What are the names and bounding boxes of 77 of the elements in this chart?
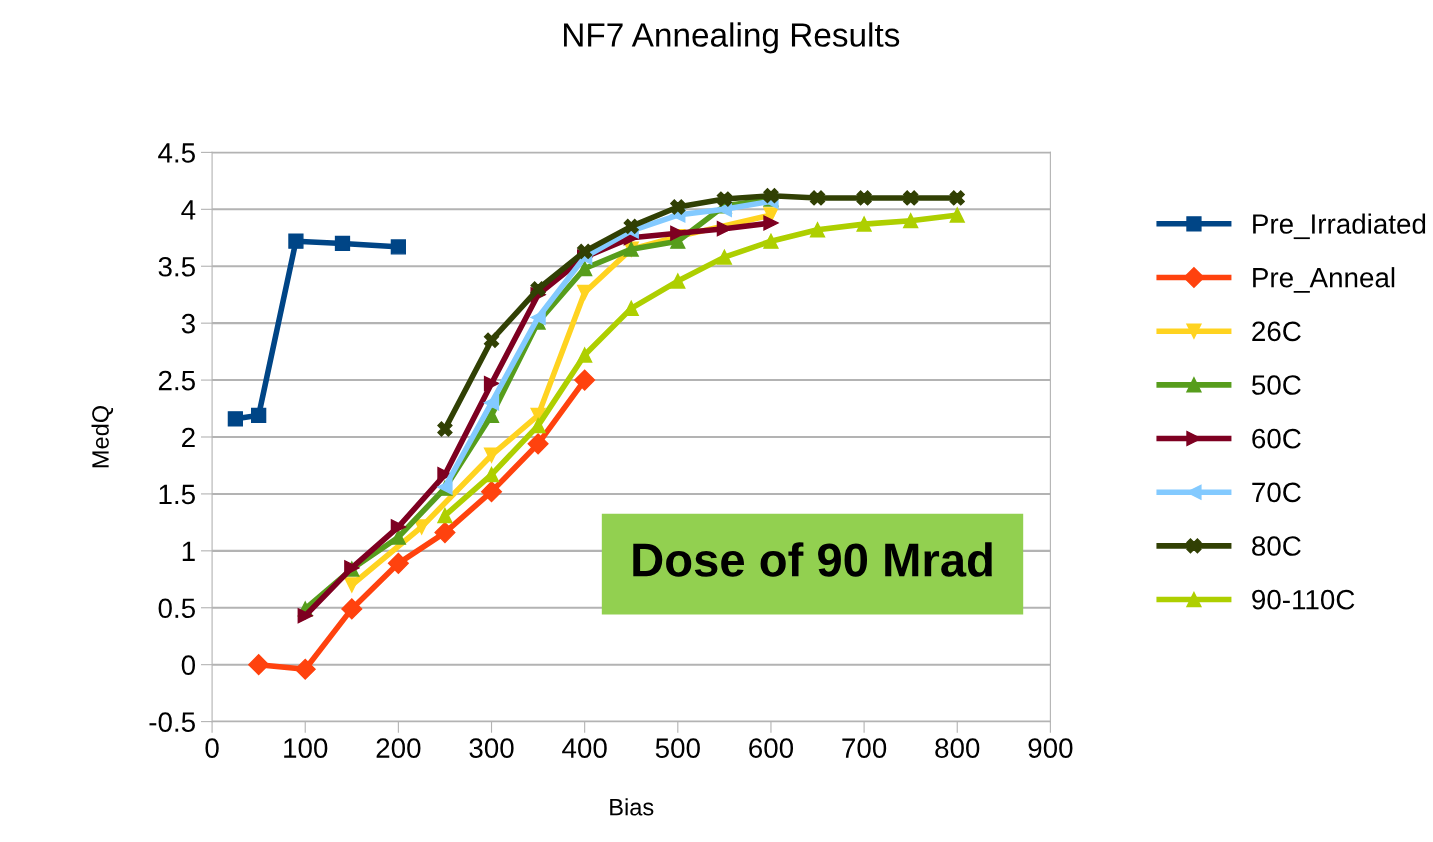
- y-tick-label: 4.5: [158, 143, 195, 163]
- point: [437, 421, 453, 437]
- point: [670, 273, 686, 289]
- point: [949, 207, 965, 223]
- point: [297, 608, 313, 624]
- point: [248, 654, 270, 676]
- legend-label: Pre_Anneal: [1253, 267, 1395, 293]
- legend-label: 60C: [1252, 428, 1301, 449]
- point: [483, 332, 500, 348]
- y-tick-label: 2.5: [158, 370, 195, 391]
- point: [623, 218, 639, 235]
- point: [390, 519, 407, 535]
- y-axis-title: MedQ: [91, 405, 114, 468]
- point: [903, 213, 919, 229]
- point: [716, 249, 733, 265]
- x-tick-label: 800: [935, 738, 980, 758]
- chart-title: NF7 Annealing Results: [564, 22, 900, 54]
- legend-label: Pre_Irradiated: [1253, 213, 1426, 240]
- point: [334, 235, 351, 252]
- point: [483, 395, 500, 411]
- point: [530, 417, 546, 434]
- point: [903, 190, 919, 206]
- point: [481, 481, 503, 503]
- point: [288, 233, 304, 249]
- x-tick-label: 100: [284, 738, 328, 758]
- y-tick-label: 0.5: [158, 598, 195, 619]
- point: [527, 433, 549, 455]
- point: [387, 552, 409, 574]
- y-tick-label: 0: [181, 655, 196, 676]
- x-tick-label: 0: [205, 738, 219, 758]
- point: [390, 239, 407, 255]
- point: [390, 529, 407, 545]
- point: [227, 411, 244, 427]
- legend-label: 90-110C: [1252, 589, 1355, 610]
- point: [530, 281, 546, 297]
- point: [856, 190, 872, 206]
- x-tick-label: 400: [562, 738, 607, 758]
- y-tick-label: 2: [182, 427, 195, 448]
- y-tick-label: 1.5: [159, 484, 195, 505]
- legend-label: 50C: [1252, 375, 1301, 395]
- legend-label: 80C: [1252, 536, 1301, 556]
- x-tick-label: 900: [1028, 738, 1073, 758]
- point: [341, 598, 363, 620]
- point: [437, 507, 453, 524]
- y-tick-label: 3: [181, 313, 195, 334]
- point: [577, 260, 593, 277]
- x-tick-label: 600: [749, 738, 794, 758]
- y-tick-label: 1: [182, 541, 195, 561]
- point: [577, 243, 593, 260]
- legend-label: 26C: [1252, 321, 1301, 342]
- point: [414, 519, 430, 535]
- y-tick-label: -0.5: [149, 712, 195, 732]
- point: [483, 375, 500, 392]
- annotation: Dose of 90 Mrad: [633, 542, 992, 577]
- point: [251, 407, 267, 424]
- point: [763, 233, 779, 249]
- point: [809, 190, 826, 206]
- x-axis-title: Bias: [610, 798, 654, 816]
- x-tick-label: 700: [842, 738, 887, 758]
- point: [809, 222, 826, 238]
- point: [716, 191, 733, 207]
- y-tick-label: 4: [181, 200, 196, 220]
- legend-label: 70C: [1252, 482, 1301, 503]
- point: [294, 658, 316, 680]
- point: [856, 216, 872, 232]
- point: [670, 199, 686, 215]
- point: [763, 215, 779, 231]
- point: [577, 347, 593, 363]
- point: [623, 300, 639, 317]
- x-tick-label: 300: [469, 738, 514, 758]
- point: [483, 407, 500, 424]
- point: [949, 190, 965, 206]
- point: [434, 522, 456, 544]
- x-tick-label: 500: [655, 738, 700, 758]
- y-tick-label: 3.5: [158, 256, 195, 277]
- point: [574, 369, 596, 391]
- x-tick-label: 200: [376, 738, 421, 758]
